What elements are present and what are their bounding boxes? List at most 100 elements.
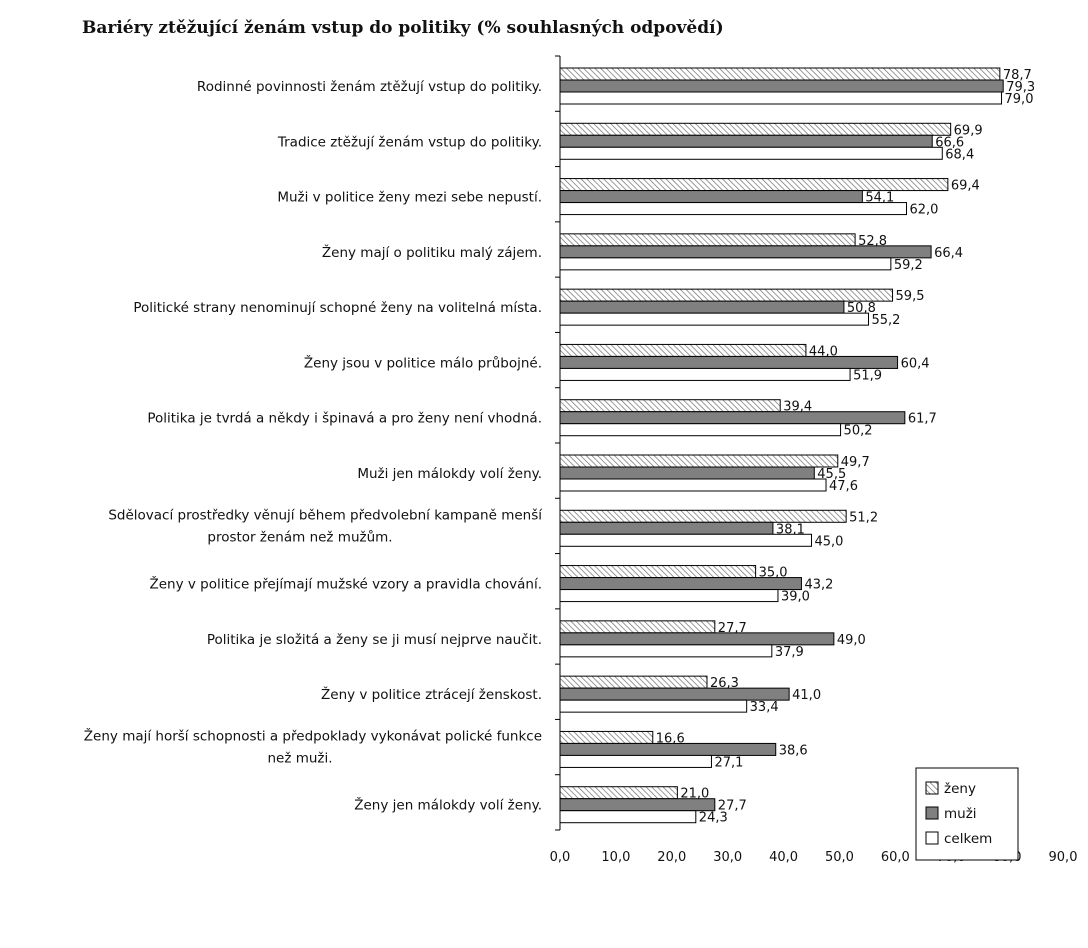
bars-group: 78,779,379,0 69,966,668,4 69,4 54,1 62,0 52,8… xyxy=(559,67,1035,826)
legend-label-muzi: muži xyxy=(944,806,977,822)
data-label: 51,9 xyxy=(853,368,882,383)
data-label: 59,5 xyxy=(896,289,925,304)
bar-celkem xyxy=(559,589,779,603)
category-label: Muži jen málokdy volí ženy. xyxy=(357,466,542,482)
bar-celkem xyxy=(559,367,851,381)
data-label: 35,0 xyxy=(759,566,788,581)
data-label: 61,7 xyxy=(908,412,937,427)
bar-muzi xyxy=(559,798,716,812)
data-label: 37,9 xyxy=(775,645,804,660)
bar-zeny xyxy=(559,178,949,192)
bar-muzi xyxy=(559,411,906,425)
bar-zeny xyxy=(559,565,757,579)
data-label: 39,0 xyxy=(781,590,810,605)
legend-swatch-muzi xyxy=(925,806,939,820)
bar-muzi xyxy=(559,521,774,535)
x-tick-label: 90,0 xyxy=(1049,850,1078,865)
data-label: 45,0 xyxy=(815,534,844,549)
bar-zeny xyxy=(559,786,678,800)
chart-title: Bariéry ztěžující ženám vstup do politik… xyxy=(82,18,724,38)
data-label: 50,2 xyxy=(844,424,873,439)
legend-label-celkem: celkem xyxy=(944,831,992,847)
bar-muzi xyxy=(559,134,933,148)
bar-muzi xyxy=(559,687,790,701)
data-label: 43,2 xyxy=(804,578,833,593)
bar-celkem xyxy=(559,423,842,437)
bar-zeny xyxy=(559,620,716,634)
data-label: 39,4 xyxy=(783,400,812,415)
category-label: Politika je složitá a ženy se ji musí ne… xyxy=(207,632,542,648)
category-label: Sdělovací prostředky věnují během předvo… xyxy=(108,507,543,523)
data-label: 33,4 xyxy=(750,700,779,715)
bar-zeny xyxy=(559,67,1001,81)
data-label: 59,2 xyxy=(894,258,923,273)
bar-muzi xyxy=(559,300,845,314)
x-tick-label: 40,0 xyxy=(769,850,798,865)
category-label: Ženy jen málokdy volí ženy. xyxy=(354,796,542,814)
data-label: 66,4 xyxy=(934,246,963,261)
category-label: Ženy mají o politiku malý zájem. xyxy=(322,243,542,261)
x-tick-label: 10,0 xyxy=(601,850,630,865)
data-label: 78,7 xyxy=(1003,68,1032,83)
data-label: 47,6 xyxy=(829,479,858,494)
bar-muzi xyxy=(559,79,1004,93)
x-tick-label: 20,0 xyxy=(657,850,686,865)
legend-label-zeny: ženy xyxy=(944,781,976,797)
data-label: 38,1 xyxy=(776,522,805,537)
category-label: Ženy v politice přejímají mužské vzory a… xyxy=(149,575,542,593)
legend-swatch-celkem xyxy=(925,831,939,845)
data-label: 79,3 xyxy=(1006,80,1035,95)
data-label: 68,4 xyxy=(945,147,974,162)
data-label: 79,0 xyxy=(1005,92,1034,107)
bar-zeny xyxy=(559,399,781,413)
bar-muzi xyxy=(559,577,802,591)
data-label: 54,1 xyxy=(865,191,894,206)
data-label: 50,8 xyxy=(847,301,876,316)
data-label: 45,5 xyxy=(817,467,846,482)
data-label: 55,2 xyxy=(872,313,901,328)
bar-zeny xyxy=(559,509,847,523)
bar-celkem xyxy=(559,533,812,547)
data-label: 60,4 xyxy=(901,356,930,371)
category-label: Ženy mají horší schopnosti a předpoklady… xyxy=(84,726,542,744)
bar-muzi xyxy=(559,245,932,259)
data-label: 24,3 xyxy=(699,811,728,826)
legend-swatch-zeny xyxy=(925,781,939,795)
data-label: 49,7 xyxy=(841,455,870,470)
data-label: 49,0 xyxy=(837,633,866,648)
data-label: 69,9 xyxy=(954,123,983,138)
bar-celkem xyxy=(559,644,773,658)
category-labels-group: Rodinné povinnosti ženám ztěžují vstup d… xyxy=(84,79,543,814)
category-label: Ženy jsou v politice málo průbojné. xyxy=(304,353,542,371)
data-label: 62,0 xyxy=(910,203,939,218)
x-tick-label: 50,0 xyxy=(825,850,854,865)
x-tick-label: 60,0 xyxy=(881,850,910,865)
bar-zeny xyxy=(559,122,952,136)
bar-muzi xyxy=(559,466,815,480)
category-label: než muži. xyxy=(267,750,332,766)
bar-celkem xyxy=(559,810,697,824)
bar-zeny xyxy=(559,730,654,744)
category-label: prostor ženám než mužům. xyxy=(207,529,392,545)
bar-zeny xyxy=(559,675,708,689)
bar-celkem xyxy=(559,478,827,492)
bar-zeny xyxy=(559,288,894,302)
bar-muzi xyxy=(559,632,835,646)
category-label: Politika je tvrdá a někdy i špinavá a pr… xyxy=(147,411,542,427)
data-label: 27,1 xyxy=(714,755,743,770)
bar-celkem xyxy=(559,202,908,216)
data-label: 41,0 xyxy=(792,688,821,703)
bar-muzi xyxy=(559,742,777,756)
bar-celkem xyxy=(559,699,748,713)
legend: ženy muži celkem xyxy=(915,767,1019,861)
data-label: 27,7 xyxy=(718,799,747,814)
data-label: 51,2 xyxy=(849,510,878,525)
data-label: 66,6 xyxy=(935,135,964,150)
bar-celkem xyxy=(559,257,892,271)
category-label: Politické strany nenominují schopné ženy… xyxy=(133,300,542,316)
bar-zeny xyxy=(559,233,856,247)
data-label: 26,3 xyxy=(710,676,739,691)
data-label: 44,0 xyxy=(809,344,838,359)
category-label: Muži v politice ženy mezi sebe nepustí. xyxy=(277,190,542,206)
